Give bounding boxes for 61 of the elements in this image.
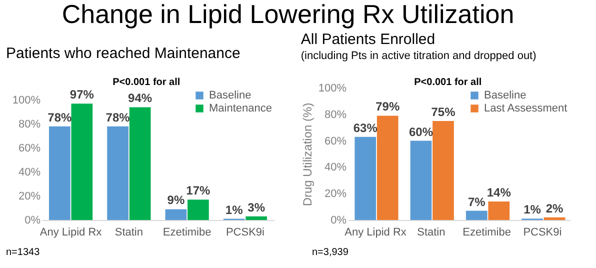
data-label: 7% bbox=[468, 194, 486, 209]
bar bbox=[354, 136, 376, 220]
y-tick-label: 100% bbox=[318, 82, 347, 94]
y-axis-title: Drug Utilization (%) bbox=[300, 102, 314, 206]
bar bbox=[165, 209, 187, 220]
data-label: 2% bbox=[546, 201, 564, 216]
data-label: 3% bbox=[248, 200, 266, 214]
bar bbox=[129, 107, 151, 220]
x-tick-label: PCSK9i bbox=[523, 226, 562, 238]
legend-label: Baseline bbox=[484, 90, 526, 102]
bar bbox=[48, 126, 70, 220]
y-tick-label: 0% bbox=[24, 214, 41, 226]
bar bbox=[488, 202, 510, 220]
text: Change in Lipid Lowering Rx Utilization bbox=[62, 0, 514, 29]
x-tick-label: Any Lipid Rx bbox=[40, 226, 102, 238]
bar bbox=[466, 210, 488, 220]
text: P<0.001 for all bbox=[112, 77, 180, 88]
data-label: 79% bbox=[376, 100, 400, 114]
x-tick-label: Ezetimibe bbox=[462, 226, 511, 238]
x-tick-label: PCSK9i bbox=[226, 226, 264, 238]
text: n=3,939 bbox=[312, 247, 349, 258]
legend-label: Maintenance bbox=[209, 102, 272, 114]
x-tick-label: Statin bbox=[417, 226, 446, 238]
data-label: 97% bbox=[70, 88, 94, 102]
text: n=1343 bbox=[6, 247, 40, 258]
data-label: 75% bbox=[431, 105, 456, 119]
bar bbox=[246, 216, 268, 220]
y-tick-label: 80% bbox=[18, 118, 41, 130]
x-tick-label: Any Lipid Rx bbox=[344, 226, 407, 238]
y-tick-label: 60% bbox=[324, 135, 347, 148]
bar bbox=[188, 200, 209, 220]
legend-label: Baseline bbox=[209, 90, 252, 102]
data-label: 17% bbox=[186, 184, 211, 198]
y-tick-label: 0% bbox=[330, 214, 347, 226]
chart-subtitle: (including Pts in active titration and dropped out) bbox=[300, 50, 536, 62]
bar bbox=[376, 116, 398, 220]
data-label: 1% bbox=[225, 202, 244, 217]
x-tick-label: Ezetimibe bbox=[162, 226, 212, 238]
legend-label: Last Assessment bbox=[484, 102, 568, 114]
y-tick-label: 60% bbox=[18, 142, 41, 154]
bar bbox=[410, 140, 432, 220]
y-tick-label: 40% bbox=[324, 162, 347, 174]
data-label: 1% bbox=[524, 202, 542, 217]
chart-title: Patients who reached Maintenance bbox=[6, 45, 240, 62]
y-tick-label: 80% bbox=[324, 108, 347, 121]
chart-title: All Patients Enrolled bbox=[300, 31, 436, 48]
x-tick-label: Statin bbox=[114, 226, 143, 238]
data-label: 9% bbox=[167, 193, 185, 208]
bar bbox=[107, 126, 128, 220]
y-tick-label: 100% bbox=[12, 94, 41, 106]
data-label: 78% bbox=[106, 110, 130, 124]
text: P<0.001 for all bbox=[414, 77, 482, 88]
y-tick-label: 40% bbox=[18, 166, 41, 178]
bar bbox=[71, 104, 93, 220]
data-label: 63% bbox=[353, 120, 378, 135]
bar bbox=[432, 121, 454, 220]
data-label: 14% bbox=[486, 186, 512, 200]
y-tick-label: 20% bbox=[324, 188, 347, 200]
data-label: 94% bbox=[128, 91, 152, 106]
y-tick-label: 20% bbox=[18, 190, 41, 202]
bar bbox=[544, 217, 566, 220]
